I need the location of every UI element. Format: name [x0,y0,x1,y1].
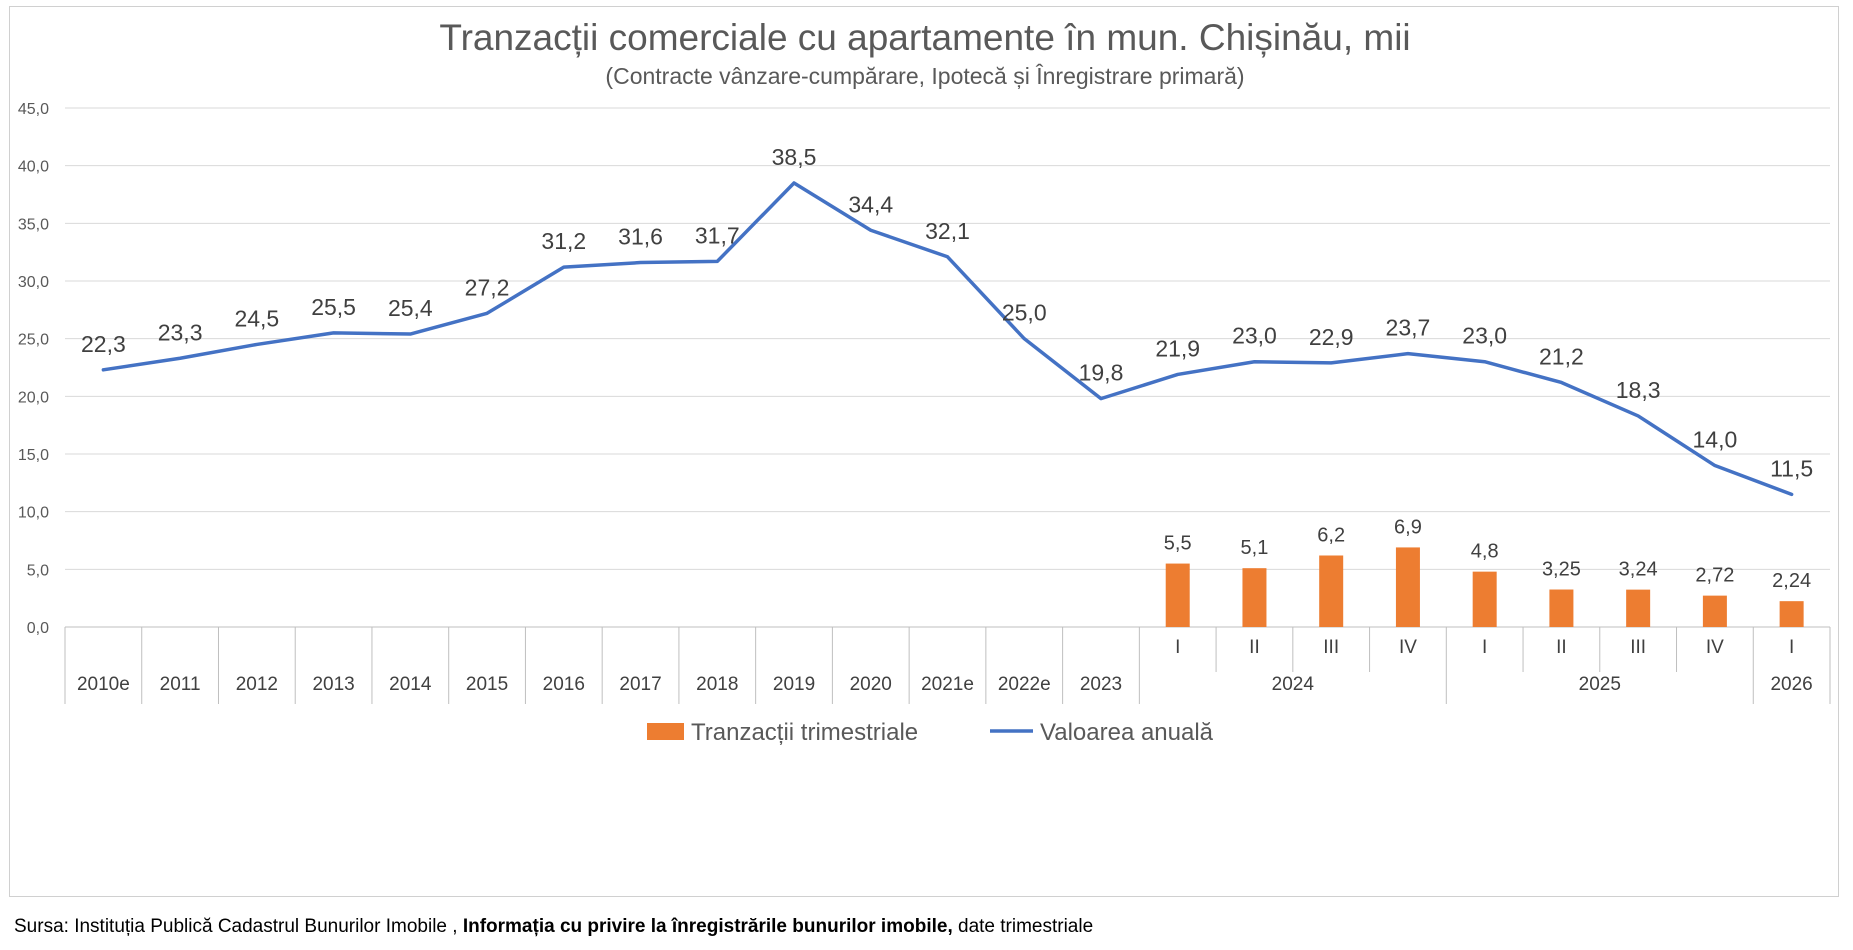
bar-data-label: 4,8 [1471,541,1499,563]
x-tick-label: 2013 [312,674,354,695]
bar [1779,601,1804,627]
x-group-label: 2025 [1579,674,1621,695]
legend: Tranzacții trimestriale Valoarea anuală [647,719,1214,746]
x-tick-label: 2016 [543,674,585,695]
line-data-label: 25,4 [388,295,433,321]
x-group-label: 2024 [1272,674,1315,695]
x-tick-label: IV [1706,637,1724,658]
bar-data-label: 5,5 [1164,533,1192,555]
bar-data-label: 3,24 [1619,559,1658,581]
x-tick-label: IV [1399,637,1417,658]
y-tick-label: 0,0 [27,620,49,637]
line-data-label: 31,2 [541,228,586,254]
x-tick-label: 2021e [921,674,974,695]
line-data-label: 23,0 [1232,323,1277,349]
line-data-label: 23,7 [1386,315,1431,341]
line-data-label: 21,9 [1155,335,1200,361]
x-tick-label: 2017 [619,674,661,695]
bar-data-label: 6,2 [1317,524,1345,546]
x-tick-label: 2010e [77,674,130,695]
bar [1242,568,1267,627]
source-suffix: date trimestriale [958,916,1094,937]
line-data-label: 25,0 [1002,300,1047,326]
bar [1395,547,1420,627]
bar-data-label: 2,24 [1772,570,1811,592]
chart-svg: Tranzacții comerciale cu apartamente în … [18,17,1831,746]
line-data-label: 34,4 [848,191,893,217]
bar-data-label: 5,1 [1241,537,1269,559]
line-data-label: 27,2 [465,274,510,300]
x-tick-label: 2015 [466,674,508,695]
bar-data-label: 2,72 [1695,565,1734,587]
line-data-label: 22,9 [1309,324,1354,350]
bar-series [1165,547,1804,627]
x-tick-label: 2019 [773,674,815,695]
line-data-label: 32,1 [925,218,970,244]
x-tick-label: 2018 [696,674,738,695]
y-tick-label: 30,0 [18,274,49,291]
line-data-label: 18,3 [1616,377,1661,403]
bar-data-label: 6,9 [1394,516,1422,538]
bar [1319,555,1344,627]
legend-line-label: Valoarea anuală [1040,719,1214,746]
x-tick-label: II [1556,637,1567,658]
line-data-label: 23,3 [158,319,203,345]
x-tick-label: I [1175,637,1180,658]
y-tick-label: 40,0 [18,159,49,176]
legend-bar-swatch [647,723,684,740]
source-note: Sursa: Instituția Publică Cadastrul Bunu… [14,916,1093,938]
y-tick-label: 5,0 [27,562,49,579]
line-data-label: 21,2 [1539,343,1584,369]
x-tick-label: 2023 [1080,674,1122,695]
x-axis: 2010e 2011 2012 2013 2014 2015 2016 2017 2018 201… [64,626,1831,704]
line-data-label: 14,0 [1693,427,1738,453]
x-tick-label: III [1630,637,1646,658]
y-tick-label: 35,0 [18,216,49,233]
line-data-label: 38,5 [772,144,817,170]
x-tick-label: 2020 [850,674,892,695]
chart-subtitle: (Contracte vânzare-cumpărare, Ipotecă și… [605,63,1244,89]
bar [1472,571,1497,627]
x-tick-label: 2022e [998,674,1051,695]
source-prefix: Sursa: Instituția Publică Cadastrul Bunu… [14,916,458,937]
line-data-label: 22,3 [81,331,126,357]
x-tick-label: I [1789,637,1794,658]
legend-bar-label: Tranzacții trimestriale [691,719,918,746]
gridlines: 0,0 5,0 10,0 15,0 20,0 25,0 30,0 35,0 40,0 45,0 [18,101,1830,637]
bar [1626,589,1651,627]
line-data-label: 11,5 [1770,455,1813,481]
y-tick-label: 15,0 [18,447,49,464]
x-group-label: 2026 [1770,674,1812,695]
bar-data-label: 3,25 [1542,559,1581,581]
y-tick-label: 20,0 [18,389,49,406]
x-tick-label: 2012 [236,674,278,695]
line-data-label: 23,0 [1462,323,1507,349]
line-series [101,181,1794,497]
line-data-label: 31,7 [695,222,740,248]
y-tick-label: 25,0 [18,332,49,349]
bar [1549,589,1574,627]
bar [1165,563,1190,627]
chart-title: Tranzacții comerciale cu apartamente în … [439,17,1410,58]
x-tick-label: 2014 [389,674,432,695]
line-path [101,181,1794,497]
x-tick-label: I [1482,637,1487,658]
chart-container: Tranzacții comerciale cu apartamente în … [9,6,1839,897]
bar [1702,595,1727,627]
x-tick-label: III [1323,637,1339,658]
line-data-label: 31,6 [618,224,663,250]
line-data-label: 19,8 [1079,360,1124,386]
source-bold: Informația cu privire la înregistrările … [462,916,953,937]
data-labels: 5,5 5,1 6,2 6,9 4,8 3,25 3,24 2,72 2,24 22,3 23,3 2… [81,144,1813,592]
line-data-label: 25,5 [311,294,356,320]
y-tick-label: 10,0 [18,505,49,522]
x-tick-label: II [1249,637,1260,658]
y-tick-label: 45,0 [18,101,49,118]
x-tick-label: 2011 [160,674,201,695]
line-data-label: 24,5 [234,305,279,331]
